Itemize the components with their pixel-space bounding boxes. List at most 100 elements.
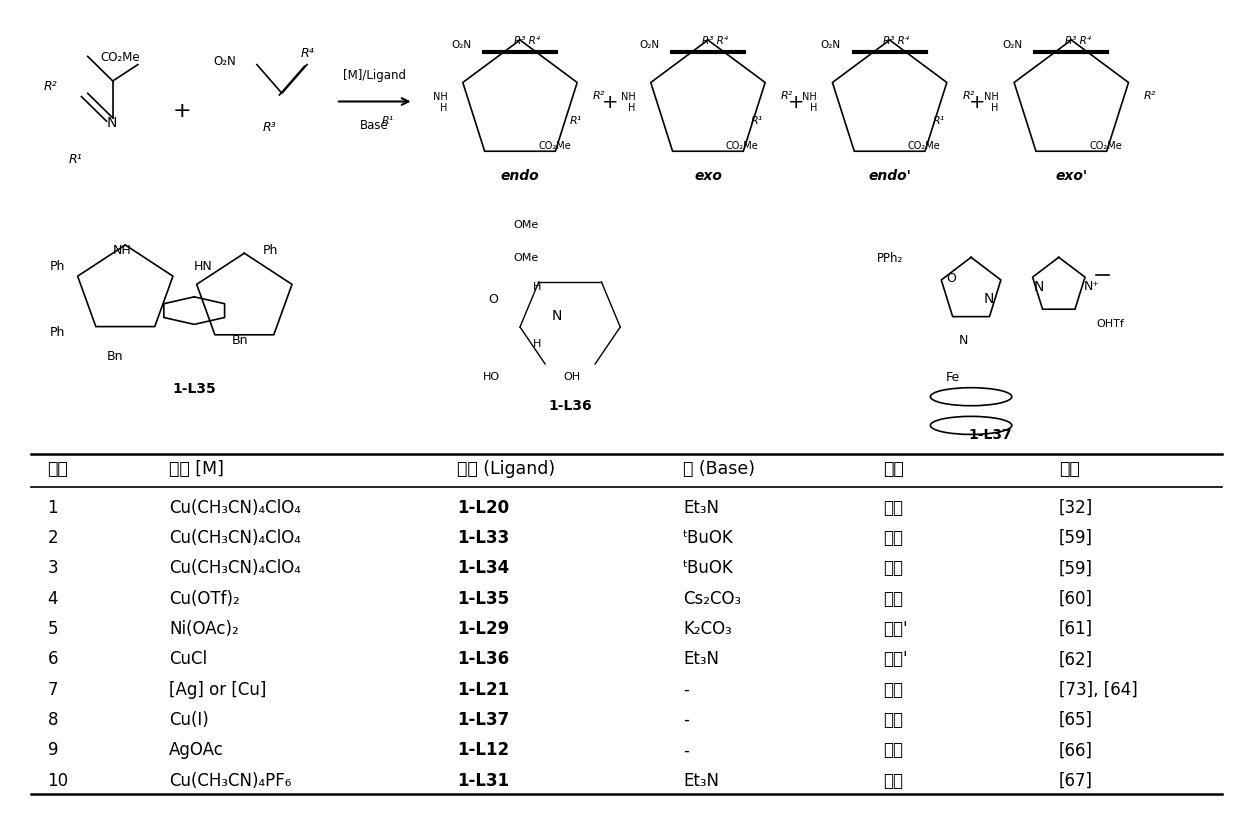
Text: O₂N: O₂N [639, 40, 659, 50]
Text: N: N [107, 115, 117, 130]
Text: 1-L37: 1-L37 [457, 710, 510, 728]
Text: [73], [64]: [73], [64] [1059, 680, 1138, 698]
Text: [66]: [66] [1059, 740, 1093, 758]
Text: 外型': 外型' [883, 619, 908, 637]
Text: O: O [946, 272, 956, 285]
Text: endo': endo' [868, 169, 911, 183]
Text: 內型: 內型 [883, 740, 903, 758]
Text: 1-L35: 1-L35 [173, 382, 216, 396]
Text: Et₃N: Et₃N [683, 649, 719, 667]
Text: O: O [489, 292, 499, 305]
Text: Bn: Bn [107, 350, 123, 363]
Text: 內型: 內型 [883, 559, 903, 577]
Text: 內型: 內型 [883, 710, 903, 728]
Text: 1-L35: 1-L35 [457, 589, 510, 607]
Text: [32]: [32] [1059, 498, 1093, 516]
Text: CO₂Me: CO₂Me [538, 140, 571, 151]
Text: NH: NH [113, 243, 132, 256]
Text: 外型: 外型 [883, 680, 903, 698]
Text: 10: 10 [48, 771, 69, 789]
Text: 6: 6 [48, 649, 58, 667]
Text: 1-L36: 1-L36 [549, 398, 591, 413]
Text: Ph: Ph [263, 243, 278, 256]
Text: O₂N: O₂N [213, 55, 236, 68]
Text: endo: endo [501, 169, 539, 183]
Text: OMe: OMe [514, 253, 539, 263]
Text: R³ R⁴: R³ R⁴ [1065, 36, 1091, 46]
Text: OMe: OMe [514, 220, 539, 230]
Text: 5: 5 [48, 619, 58, 637]
Text: Et₃N: Et₃N [683, 771, 719, 789]
Text: 文獻: 文獻 [1059, 459, 1080, 477]
Text: N⁺: N⁺ [1084, 280, 1100, 293]
Text: +: + [787, 93, 804, 112]
Text: H: H [533, 339, 541, 349]
Text: -: - [683, 740, 689, 758]
Text: exo: exo [694, 169, 722, 183]
Text: Ph: Ph [50, 260, 65, 273]
Text: R¹: R¹ [933, 115, 945, 126]
Text: R²: R² [593, 91, 605, 102]
Text: NH
H: NH H [984, 92, 999, 113]
Text: CuCl: CuCl [169, 649, 207, 667]
Text: NH
H: NH H [620, 92, 635, 113]
Text: -: - [683, 710, 689, 728]
Text: 2: 2 [48, 528, 58, 546]
Text: [59]: [59] [1059, 528, 1093, 546]
Text: HN: HN [194, 260, 213, 273]
Text: O₂N: O₂N [451, 40, 471, 50]
Text: 1-L21: 1-L21 [457, 680, 510, 698]
Text: exo': exo' [1055, 169, 1088, 183]
Text: Cu(CH₃CN)₄ClO₄: Cu(CH₃CN)₄ClO₄ [169, 559, 301, 577]
Text: CO₂Me: CO₂Me [907, 140, 941, 151]
Text: R²: R² [44, 79, 58, 93]
Text: 外型: 外型 [883, 528, 903, 546]
Text: [67]: [67] [1059, 771, 1093, 789]
Text: 1-L12: 1-L12 [457, 740, 510, 758]
Text: Cs₂CO₃: Cs₂CO₃ [683, 589, 741, 607]
Text: NH
H: NH H [432, 92, 447, 113]
Text: 1-L36: 1-L36 [457, 649, 510, 667]
Text: -: - [683, 680, 689, 698]
Text: AgOAc: AgOAc [169, 740, 224, 758]
Text: ᵗBuOK: ᵗBuOK [683, 559, 734, 577]
Text: CO₂Me: CO₂Me [1089, 140, 1123, 151]
Text: HO: HO [482, 372, 500, 382]
Text: Bn: Bn [232, 333, 248, 346]
Bar [0, 0, 1253, 450]
Text: 外型: 外型 [883, 498, 903, 516]
Text: Cu(CH₃CN)₄PF₆: Cu(CH₃CN)₄PF₆ [169, 771, 292, 789]
Text: 產物: 產物 [883, 459, 905, 477]
Text: 7: 7 [48, 680, 58, 698]
Text: [60]: [60] [1059, 589, 1093, 607]
Text: +: + [601, 93, 619, 112]
Text: [Ag] or [Cu]: [Ag] or [Cu] [169, 680, 267, 698]
Text: R³ R⁴: R³ R⁴ [702, 36, 728, 46]
Text: R³ R⁴: R³ R⁴ [883, 36, 910, 46]
Text: Et₃N: Et₃N [683, 498, 719, 516]
Text: Ni(OAc)₂: Ni(OAc)₂ [169, 619, 239, 637]
Text: 內型: 內型 [883, 771, 903, 789]
Text: OH: OH [564, 372, 581, 382]
Text: 1-L34: 1-L34 [457, 559, 510, 577]
Text: CO₂Me: CO₂Me [100, 51, 140, 64]
Text: Ph: Ph [50, 325, 65, 338]
Text: Base: Base [361, 119, 388, 132]
Text: 鹼 (Base): 鹼 (Base) [683, 459, 754, 477]
Text: N: N [959, 333, 967, 346]
Text: N: N [551, 308, 561, 323]
Text: R³: R³ [263, 120, 277, 133]
Text: 1-L37: 1-L37 [969, 427, 1011, 441]
Text: PPh₂: PPh₂ [877, 251, 903, 265]
Text: 1: 1 [48, 498, 58, 516]
Text: K₂CO₃: K₂CO₃ [683, 619, 732, 637]
Text: OHTf: OHTf [1096, 319, 1124, 328]
Text: R¹: R¹ [570, 115, 581, 126]
Text: 9: 9 [48, 740, 58, 758]
Text: Cu(OTf)₂: Cu(OTf)₂ [169, 589, 239, 607]
Text: 配體 (Ligand): 配體 (Ligand) [457, 459, 555, 477]
Text: 1-L29: 1-L29 [457, 619, 510, 637]
Text: R⁴: R⁴ [301, 47, 315, 60]
Text: [61]: [61] [1059, 619, 1093, 637]
Text: R²: R² [781, 91, 793, 102]
